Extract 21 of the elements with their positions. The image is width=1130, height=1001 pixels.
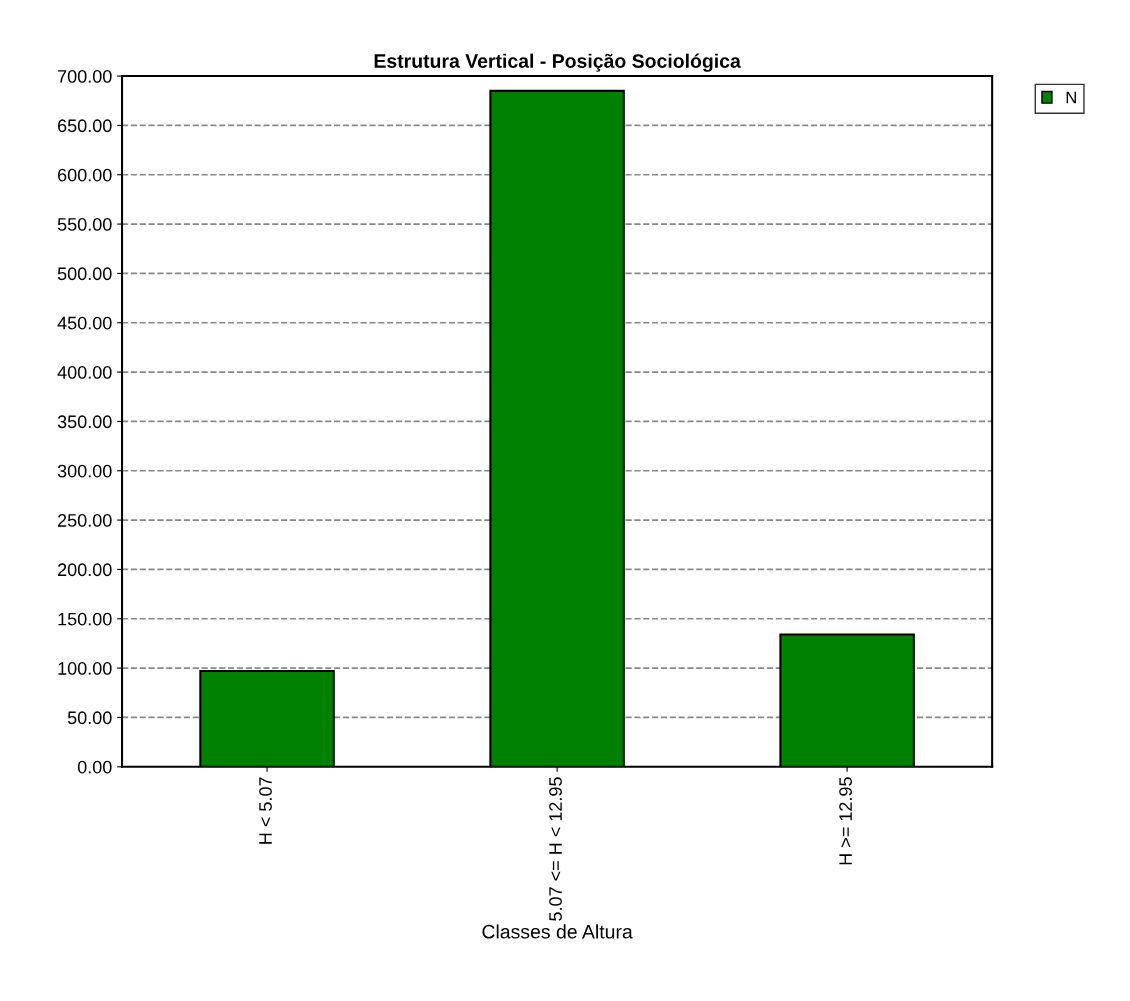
y-tick-label: 50.00	[67, 711, 112, 725]
x-tick-label: H >= 12.95	[839, 777, 852, 865]
y-tick-label: 550.00	[57, 218, 112, 231]
y-tick-label: 250.00	[58, 514, 112, 527]
x-tick-label: 5.07 <= H < 12.95	[549, 777, 562, 921]
y-tick-label: 600.00	[58, 168, 112, 182]
y-tick-label: 0.00	[77, 760, 112, 774]
y-tick-label: 350.00	[57, 415, 112, 429]
x-axis-title: Classes de Altura	[482, 924, 633, 939]
y-tick-label: 650.00	[58, 119, 112, 133]
y-tick-label: 150.00	[58, 612, 112, 626]
y-tick-label: 450.00	[57, 316, 112, 330]
x-tick-label: H < 5.07	[259, 777, 272, 844]
y-tick-label: 200.00	[58, 563, 112, 577]
y-tick-label: 500.00	[57, 267, 112, 281]
y-tick-label: 400.00	[57, 366, 112, 379]
chart-title: Estrutura Vertical - Posição Sociológica	[374, 53, 741, 72]
y-tick-label: 700.00	[58, 70, 112, 83]
legend-label: N	[1066, 91, 1076, 104]
y-tick-label: 300.00	[57, 464, 112, 478]
y-tick-label: 100.00	[58, 662, 112, 675]
